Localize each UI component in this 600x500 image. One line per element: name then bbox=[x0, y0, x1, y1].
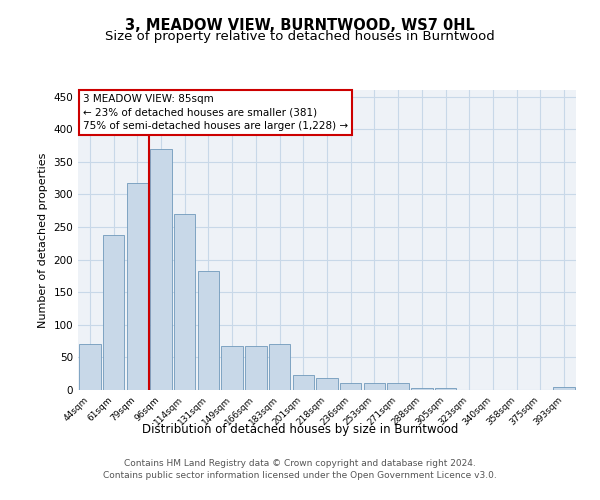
Bar bbox=[435, 388, 456, 390]
Bar bbox=[127, 182, 148, 390]
Bar bbox=[221, 346, 243, 390]
Bar bbox=[364, 384, 385, 390]
Bar bbox=[293, 375, 314, 390]
Bar bbox=[198, 270, 219, 390]
Text: 3 MEADOW VIEW: 85sqm
← 23% of detached houses are smaller (381)
75% of semi-deta: 3 MEADOW VIEW: 85sqm ← 23% of detached h… bbox=[83, 94, 348, 131]
Bar bbox=[245, 346, 266, 390]
Bar bbox=[174, 214, 196, 390]
Bar bbox=[553, 388, 575, 390]
Bar bbox=[388, 384, 409, 390]
Bar bbox=[411, 388, 433, 390]
Bar bbox=[151, 148, 172, 390]
Text: Distribution of detached houses by size in Burntwood: Distribution of detached houses by size … bbox=[142, 422, 458, 436]
Bar bbox=[103, 236, 124, 390]
Text: Size of property relative to detached houses in Burntwood: Size of property relative to detached ho… bbox=[105, 30, 495, 43]
Bar bbox=[340, 384, 361, 390]
Bar bbox=[316, 378, 338, 390]
Bar bbox=[269, 344, 290, 390]
Text: 3, MEADOW VIEW, BURNTWOOD, WS7 0HL: 3, MEADOW VIEW, BURNTWOOD, WS7 0HL bbox=[125, 18, 475, 32]
Text: Contains HM Land Registry data © Crown copyright and database right 2024.
Contai: Contains HM Land Registry data © Crown c… bbox=[103, 458, 497, 480]
Y-axis label: Number of detached properties: Number of detached properties bbox=[38, 152, 48, 328]
Bar bbox=[79, 344, 101, 390]
